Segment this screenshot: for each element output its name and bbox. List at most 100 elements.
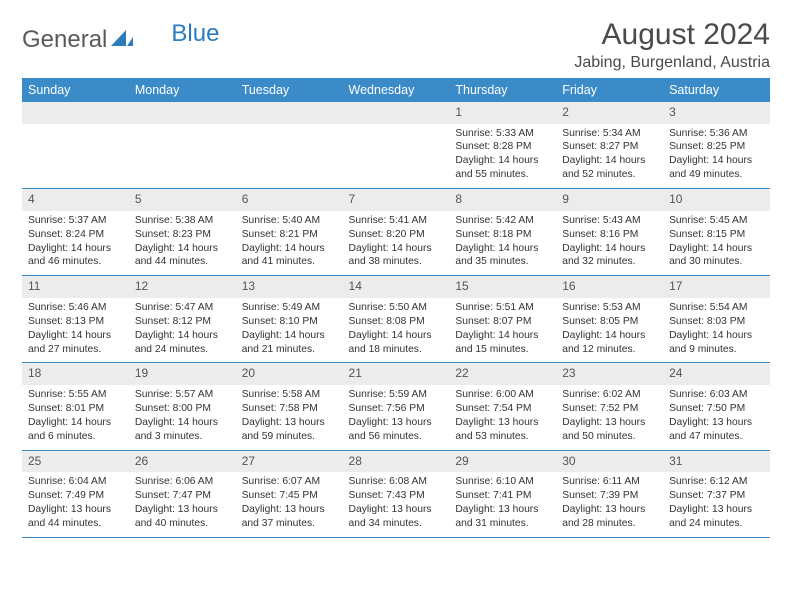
calendar-header-cell: Wednesday — [343, 78, 450, 102]
day-number: 4 — [22, 189, 129, 211]
day-number: 17 — [663, 276, 770, 298]
day-number: 11 — [22, 276, 129, 298]
calendar-header-row: SundayMondayTuesdayWednesdayThursdayFrid… — [22, 78, 770, 102]
day-number: 9 — [556, 189, 663, 211]
day-data: Sunrise: 5:50 AMSunset: 8:08 PMDaylight:… — [343, 298, 450, 363]
day-data: Sunrise: 5:47 AMSunset: 8:12 PMDaylight:… — [129, 298, 236, 363]
calendar-day-cell: 4Sunrise: 5:37 AMSunset: 8:24 PMDaylight… — [22, 189, 129, 276]
brand-part2: Blue — [171, 20, 219, 48]
calendar-day-cell: 15Sunrise: 5:51 AMSunset: 8:07 PMDayligh… — [449, 276, 556, 363]
calendar-header-cell: Sunday — [22, 78, 129, 102]
day-data: Sunrise: 5:53 AMSunset: 8:05 PMDaylight:… — [556, 298, 663, 363]
day-data: Sunrise: 5:43 AMSunset: 8:16 PMDaylight:… — [556, 211, 663, 276]
day-data: Sunrise: 5:54 AMSunset: 8:03 PMDaylight:… — [663, 298, 770, 363]
day-number: 14 — [343, 276, 450, 298]
calendar-day-cell: 1Sunrise: 5:33 AMSunset: 8:28 PMDaylight… — [449, 102, 556, 189]
calendar-day-cell: 23Sunrise: 6:02 AMSunset: 7:52 PMDayligh… — [556, 363, 663, 450]
day-number: 22 — [449, 363, 556, 385]
location-label: Jabing, Burgenland, Austria — [574, 54, 770, 72]
calendar-day-cell — [129, 102, 236, 189]
calendar-day-cell: 19Sunrise: 5:57 AMSunset: 8:00 PMDayligh… — [129, 363, 236, 450]
calendar-day-cell — [343, 102, 450, 189]
day-data: Sunrise: 5:58 AMSunset: 7:58 PMDaylight:… — [236, 385, 343, 450]
day-data: Sunrise: 5:49 AMSunset: 8:10 PMDaylight:… — [236, 298, 343, 363]
day-number: 24 — [663, 363, 770, 385]
day-number: 28 — [343, 451, 450, 473]
day-number: 7 — [343, 189, 450, 211]
day-data: Sunrise: 5:55 AMSunset: 8:01 PMDaylight:… — [22, 385, 129, 450]
day-data: Sunrise: 6:00 AMSunset: 7:54 PMDaylight:… — [449, 385, 556, 450]
day-data: Sunrise: 5:59 AMSunset: 7:56 PMDaylight:… — [343, 385, 450, 450]
calendar-day-cell: 16Sunrise: 5:53 AMSunset: 8:05 PMDayligh… — [556, 276, 663, 363]
calendar-day-cell: 24Sunrise: 6:03 AMSunset: 7:50 PMDayligh… — [663, 363, 770, 450]
day-number: 20 — [236, 363, 343, 385]
day-number: 27 — [236, 451, 343, 473]
day-number: 23 — [556, 363, 663, 385]
day-number: 29 — [449, 451, 556, 473]
day-data: Sunrise: 5:42 AMSunset: 8:18 PMDaylight:… — [449, 211, 556, 276]
calendar-day-cell — [236, 102, 343, 189]
calendar-day-cell: 5Sunrise: 5:38 AMSunset: 8:23 PMDaylight… — [129, 189, 236, 276]
month-title: August 2024 — [574, 18, 770, 52]
calendar-day-cell: 29Sunrise: 6:10 AMSunset: 7:41 PMDayligh… — [449, 450, 556, 537]
calendar-day-cell: 2Sunrise: 5:34 AMSunset: 8:27 PMDaylight… — [556, 102, 663, 189]
calendar-week-row: 25Sunrise: 6:04 AMSunset: 7:49 PMDayligh… — [22, 450, 770, 537]
calendar-day-cell: 27Sunrise: 6:07 AMSunset: 7:45 PMDayligh… — [236, 450, 343, 537]
day-number: 8 — [449, 189, 556, 211]
calendar-day-cell: 13Sunrise: 5:49 AMSunset: 8:10 PMDayligh… — [236, 276, 343, 363]
calendar-header-cell: Friday — [556, 78, 663, 102]
calendar-week-row: 4Sunrise: 5:37 AMSunset: 8:24 PMDaylight… — [22, 189, 770, 276]
calendar-week-row: 1Sunrise: 5:33 AMSunset: 8:28 PMDaylight… — [22, 102, 770, 189]
calendar-day-cell: 6Sunrise: 5:40 AMSunset: 8:21 PMDaylight… — [236, 189, 343, 276]
day-number: 16 — [556, 276, 663, 298]
day-data: Sunrise: 6:06 AMSunset: 7:47 PMDaylight:… — [129, 472, 236, 537]
logo-sail-icon — [111, 28, 133, 53]
day-data: Sunrise: 5:34 AMSunset: 8:27 PMDaylight:… — [556, 124, 663, 189]
day-number: 15 — [449, 276, 556, 298]
day-data: Sunrise: 6:10 AMSunset: 7:41 PMDaylight:… — [449, 472, 556, 537]
calendar-header-cell: Thursday — [449, 78, 556, 102]
title-block: August 2024 Jabing, Burgenland, Austria — [574, 18, 770, 72]
calendar-day-cell: 11Sunrise: 5:46 AMSunset: 8:13 PMDayligh… — [22, 276, 129, 363]
calendar-day-cell: 25Sunrise: 6:04 AMSunset: 7:49 PMDayligh… — [22, 450, 129, 537]
day-data: Sunrise: 5:37 AMSunset: 8:24 PMDaylight:… — [22, 211, 129, 276]
calendar-day-cell: 26Sunrise: 6:06 AMSunset: 7:47 PMDayligh… — [129, 450, 236, 537]
day-number: 2 — [556, 102, 663, 124]
calendar-day-cell: 18Sunrise: 5:55 AMSunset: 8:01 PMDayligh… — [22, 363, 129, 450]
day-data: Sunrise: 5:51 AMSunset: 8:07 PMDaylight:… — [449, 298, 556, 363]
calendar-day-cell: 31Sunrise: 6:12 AMSunset: 7:37 PMDayligh… — [663, 450, 770, 537]
day-number: 12 — [129, 276, 236, 298]
day-number: 30 — [556, 451, 663, 473]
day-number: 6 — [236, 189, 343, 211]
header: General Blue August 2024 Jabing, Burgenl… — [22, 18, 770, 72]
calendar-day-cell: 12Sunrise: 5:47 AMSunset: 8:12 PMDayligh… — [129, 276, 236, 363]
calendar-header-cell: Tuesday — [236, 78, 343, 102]
calendar-week-row: 18Sunrise: 5:55 AMSunset: 8:01 PMDayligh… — [22, 363, 770, 450]
day-number: 18 — [22, 363, 129, 385]
calendar-header-cell: Saturday — [663, 78, 770, 102]
calendar-day-cell: 14Sunrise: 5:50 AMSunset: 8:08 PMDayligh… — [343, 276, 450, 363]
day-data: Sunrise: 5:40 AMSunset: 8:21 PMDaylight:… — [236, 211, 343, 276]
calendar-day-cell: 10Sunrise: 5:45 AMSunset: 8:15 PMDayligh… — [663, 189, 770, 276]
day-number: 21 — [343, 363, 450, 385]
day-number: 19 — [129, 363, 236, 385]
day-data: Sunrise: 5:41 AMSunset: 8:20 PMDaylight:… — [343, 211, 450, 276]
day-data: Sunrise: 5:45 AMSunset: 8:15 PMDaylight:… — [663, 211, 770, 276]
day-number: 3 — [663, 102, 770, 124]
day-data: Sunrise: 6:03 AMSunset: 7:50 PMDaylight:… — [663, 385, 770, 450]
day-number: 31 — [663, 451, 770, 473]
calendar-day-cell: 21Sunrise: 5:59 AMSunset: 7:56 PMDayligh… — [343, 363, 450, 450]
brand-logo: General Blue — [22, 18, 219, 54]
day-data: Sunrise: 6:02 AMSunset: 7:52 PMDaylight:… — [556, 385, 663, 450]
day-data: Sunrise: 5:57 AMSunset: 8:00 PMDaylight:… — [129, 385, 236, 450]
day-number: 25 — [22, 451, 129, 473]
calendar-table: SundayMondayTuesdayWednesdayThursdayFrid… — [22, 78, 770, 538]
day-number: 10 — [663, 189, 770, 211]
calendar-day-cell: 9Sunrise: 5:43 AMSunset: 8:16 PMDaylight… — [556, 189, 663, 276]
day-data: Sunrise: 6:04 AMSunset: 7:49 PMDaylight:… — [22, 472, 129, 537]
brand-part1: General — [22, 26, 107, 54]
day-data: Sunrise: 6:11 AMSunset: 7:39 PMDaylight:… — [556, 472, 663, 537]
day-data: Sunrise: 5:46 AMSunset: 8:13 PMDaylight:… — [22, 298, 129, 363]
day-data: Sunrise: 6:07 AMSunset: 7:45 PMDaylight:… — [236, 472, 343, 537]
calendar-day-cell: 7Sunrise: 5:41 AMSunset: 8:20 PMDaylight… — [343, 189, 450, 276]
